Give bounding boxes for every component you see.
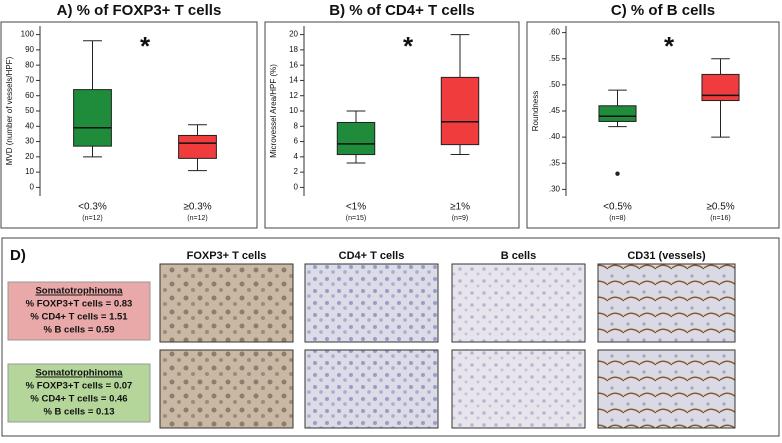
y-tick-label: 16 bbox=[289, 60, 298, 69]
y-tick-label: .35 bbox=[549, 158, 561, 167]
y-tick-label: 10 bbox=[25, 167, 34, 176]
box bbox=[598, 105, 637, 122]
y-tick-label: 90 bbox=[25, 45, 34, 54]
histology-image bbox=[159, 349, 294, 429]
panel-frame bbox=[0, 21, 258, 229]
y-tick-label: 6 bbox=[294, 137, 299, 146]
y-tick-label: 0 bbox=[30, 183, 35, 192]
histology-image bbox=[451, 263, 586, 343]
y-tick-label: .30 bbox=[549, 184, 561, 193]
chart-title: A) % of FOXP3+ T cells bbox=[57, 2, 222, 19]
y-tick-label: 2 bbox=[294, 167, 299, 176]
y-tick-label: .55 bbox=[549, 54, 561, 63]
histology-image bbox=[597, 263, 736, 343]
panel-frame bbox=[1, 237, 780, 437]
histology-image bbox=[304, 263, 439, 343]
category-note: (n=9) bbox=[452, 215, 469, 222]
column-header: CD31 (vessels) bbox=[627, 250, 706, 262]
y-tick-label: 40 bbox=[25, 121, 34, 130]
y-tick-label: 30 bbox=[25, 137, 34, 146]
y-tick-label: .60 bbox=[549, 28, 561, 37]
y-axis-label: MVD (number of vessels/HPF) bbox=[5, 56, 14, 165]
annotation: * bbox=[664, 31, 675, 61]
y-axis-label: Microvessel Area/HPF (%) bbox=[269, 64, 278, 158]
y-tick-label: 8 bbox=[294, 121, 299, 130]
y-tick-label: 50 bbox=[25, 106, 34, 115]
y-tick-label: .50 bbox=[549, 80, 561, 89]
chart-title: B) % of CD4+ T cells bbox=[329, 2, 474, 19]
y-tick-label: 20 bbox=[289, 30, 298, 39]
category-note: (n=12) bbox=[82, 215, 102, 222]
category-note: (n=15) bbox=[346, 215, 366, 222]
y-tick-label: 14 bbox=[289, 76, 298, 85]
y-tick-label: 10 bbox=[289, 106, 298, 115]
x-tick-label: <0.5% bbox=[603, 202, 632, 213]
histology-image bbox=[159, 263, 294, 343]
y-tick-label: .45 bbox=[549, 106, 561, 115]
row-line: % FOXP3+T cells = 0.83 bbox=[26, 299, 133, 310]
box bbox=[336, 121, 376, 156]
y-axis-label: Roundness bbox=[531, 91, 540, 131]
row-line: % CD4+ T cells = 0.46 bbox=[30, 394, 127, 405]
x-tick-label: ≥1% bbox=[450, 202, 470, 213]
x-tick-label: ≥0.5% bbox=[706, 202, 734, 213]
x-tick-label: ≥0.3% bbox=[183, 202, 211, 213]
column-header: CD4+ T cells bbox=[339, 250, 405, 262]
panel-frame bbox=[264, 21, 520, 229]
annotation: * bbox=[403, 31, 414, 61]
row-box bbox=[7, 363, 151, 423]
panel-d: D) FOXP3+ T cells CD4+ T cells B cells CD31… bbox=[1, 237, 780, 437]
box bbox=[73, 89, 112, 147]
outlier bbox=[615, 171, 620, 176]
row-title: Somatotrophinoma bbox=[35, 286, 123, 297]
column-header: FOXP3+ T cells bbox=[187, 250, 267, 262]
box bbox=[701, 73, 740, 102]
column-header: B cells bbox=[501, 250, 536, 262]
y-tick-label: 100 bbox=[21, 30, 35, 39]
row-line: % B cells = 0.59 bbox=[43, 325, 114, 336]
category-note: (n=12) bbox=[187, 215, 207, 222]
histology-image bbox=[451, 349, 586, 429]
y-tick-label: 4 bbox=[294, 152, 299, 161]
y-tick-label: 12 bbox=[289, 91, 298, 100]
y-tick-label: 80 bbox=[25, 60, 34, 69]
panel-label: D) bbox=[10, 247, 26, 264]
y-tick-label: 18 bbox=[289, 45, 298, 54]
histology-image bbox=[597, 349, 736, 429]
annotation: * bbox=[140, 31, 151, 61]
y-tick-label: 20 bbox=[25, 152, 34, 161]
panel-frame bbox=[526, 21, 780, 229]
y-tick-label: 0 bbox=[294, 183, 299, 192]
histology-image bbox=[304, 349, 439, 429]
row-title: Somatotrophinoma bbox=[35, 368, 123, 379]
box bbox=[178, 134, 217, 159]
row-box bbox=[7, 281, 151, 341]
category-note: (n=8) bbox=[609, 215, 626, 222]
x-tick-label: <1% bbox=[346, 202, 366, 213]
box bbox=[440, 76, 480, 146]
category-note: (n=16) bbox=[710, 215, 730, 222]
chart-title: C) % of B cells bbox=[611, 2, 715, 19]
x-tick-label: <0.3% bbox=[78, 202, 107, 213]
y-tick-label: 60 bbox=[25, 91, 34, 100]
row-line: % B cells = 0.13 bbox=[43, 407, 114, 418]
y-tick-label: .40 bbox=[549, 132, 561, 141]
row-line: % CD4+ T cells = 1.51 bbox=[30, 312, 128, 323]
row-line: % FOXP3+T cells = 0.07 bbox=[26, 381, 133, 392]
y-tick-label: 70 bbox=[25, 76, 34, 85]
